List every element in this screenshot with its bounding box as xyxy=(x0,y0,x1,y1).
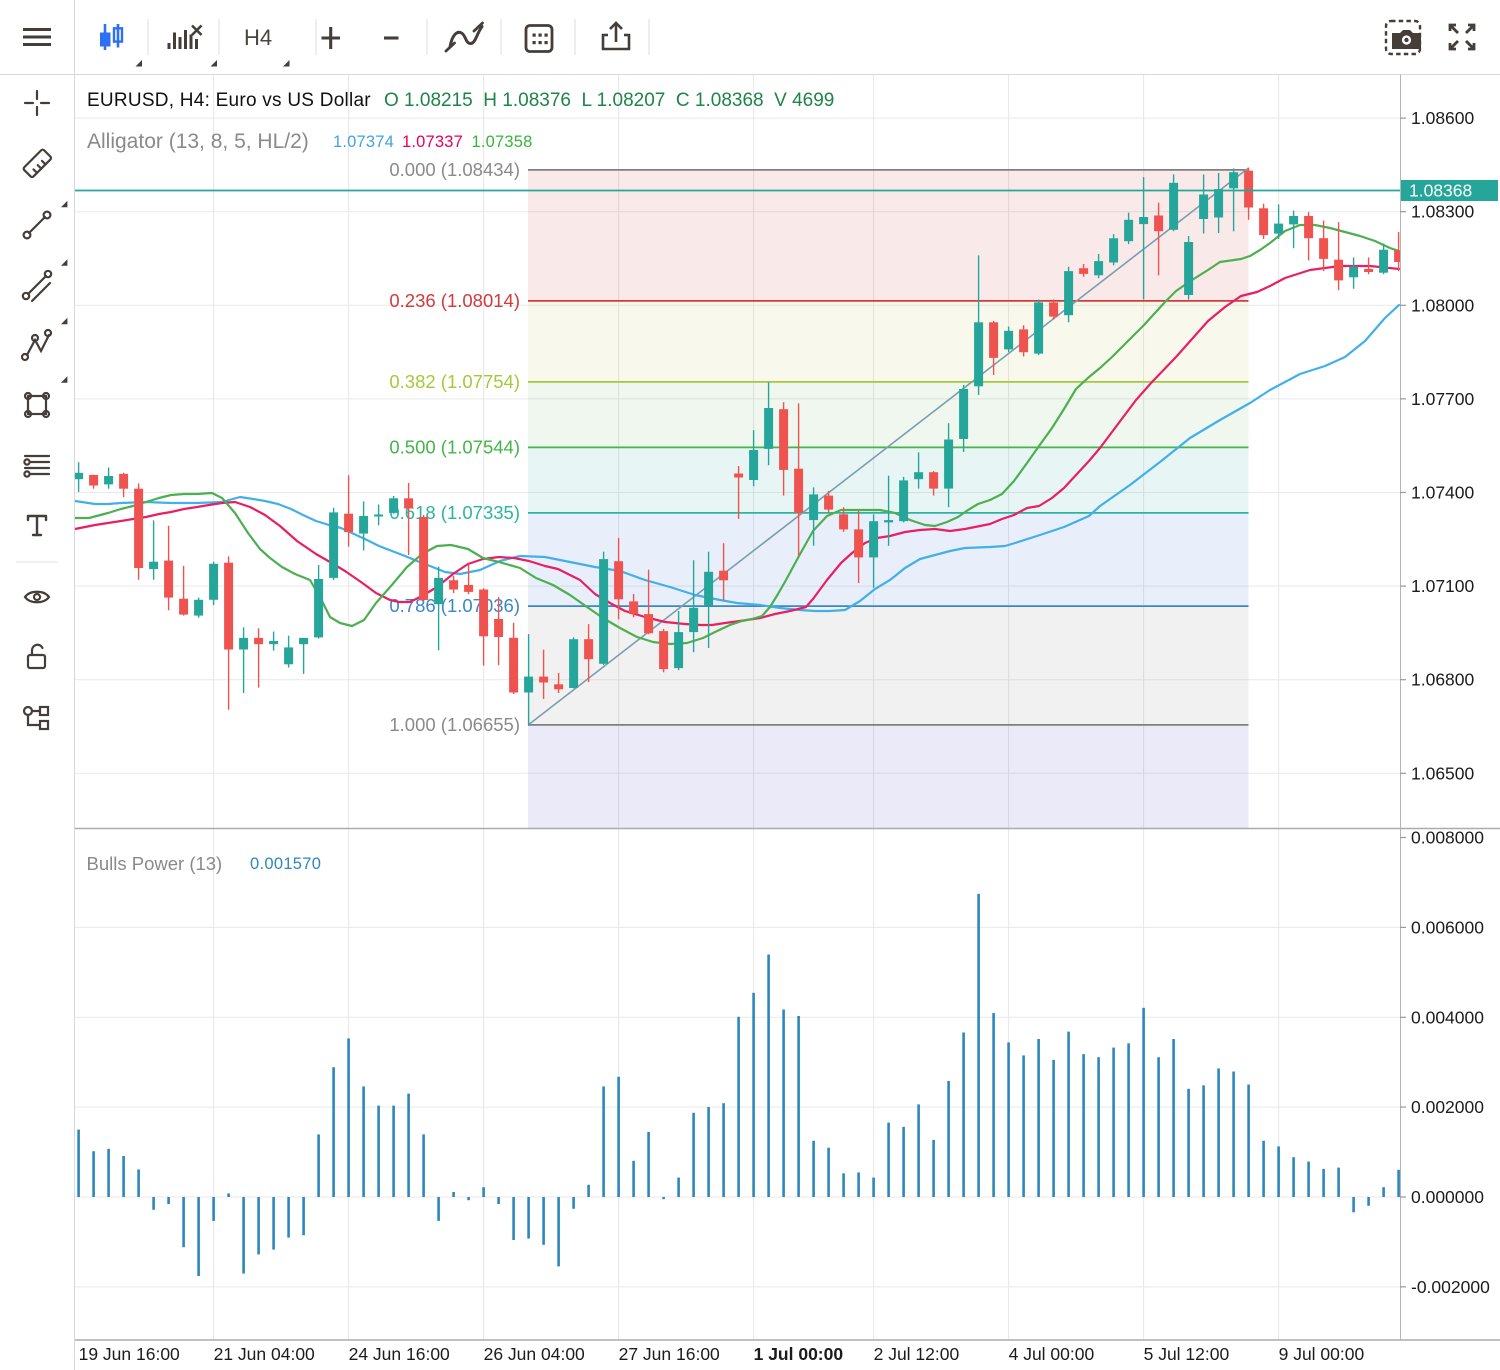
svg-text:0.002000: 0.002000 xyxy=(1411,1097,1484,1117)
svg-text:0.006000: 0.006000 xyxy=(1411,917,1484,937)
svg-text:H4: H4 xyxy=(244,25,272,50)
svg-text:0.500 (1.07544): 0.500 (1.07544) xyxy=(389,436,520,457)
svg-text:1.07100: 1.07100 xyxy=(1411,576,1475,596)
svg-text:2 Jul 12:00: 2 Jul 12:00 xyxy=(874,1344,960,1364)
svg-text:19 Jun 16:00: 19 Jun 16:00 xyxy=(79,1344,180,1364)
svg-text:0.236 (1.08014): 0.236 (1.08014) xyxy=(389,290,520,311)
svg-text:0.008000: 0.008000 xyxy=(1411,828,1484,848)
svg-text:Bulls Power (13): Bulls Power (13) xyxy=(87,853,223,874)
svg-text:5 Jul 12:00: 5 Jul 12:00 xyxy=(1144,1344,1230,1364)
svg-text:1.06800: 1.06800 xyxy=(1411,670,1475,690)
svg-text:0.000000: 0.000000 xyxy=(1411,1187,1484,1207)
svg-text:0.382 (1.07754): 0.382 (1.07754) xyxy=(389,371,520,392)
svg-text:O 1.08215 H 1.08376 L 1.0820: O 1.08215 H 1.08376 L 1.08207 C 1.08368 … xyxy=(384,90,834,111)
svg-text:1.08600: 1.08600 xyxy=(1411,108,1475,128)
svg-text:4 Jul 00:00: 4 Jul 00:00 xyxy=(1009,1344,1095,1364)
svg-text:21 Jun 04:00: 21 Jun 04:00 xyxy=(214,1344,315,1364)
svg-text:0.786 (1.07036): 0.786 (1.07036) xyxy=(389,595,520,616)
svg-text:9 Jul 00:00: 9 Jul 00:00 xyxy=(1279,1344,1365,1364)
svg-text:24 Jun 16:00: 24 Jun 16:00 xyxy=(349,1344,450,1364)
svg-text:-0.002000: -0.002000 xyxy=(1411,1277,1490,1297)
svg-text:1.06500: 1.06500 xyxy=(1411,763,1475,783)
svg-text:EURUSD, H4: Euro vs US Dollar: EURUSD, H4: Euro vs US Dollar xyxy=(87,90,371,111)
svg-text:1.08368: 1.08368 xyxy=(1409,181,1472,201)
svg-text:27 Jun 16:00: 27 Jun 16:00 xyxy=(619,1344,720,1364)
svg-text:Alligator (13, 8, 5, HL/2): Alligator (13, 8, 5, HL/2) xyxy=(87,130,309,153)
svg-text:1.07374: 1.07374 xyxy=(333,133,394,151)
svg-text:1.000 (1.06655): 1.000 (1.06655) xyxy=(389,714,520,735)
svg-text:0.004000: 0.004000 xyxy=(1411,1007,1484,1027)
svg-text:1 Jul 00:00: 1 Jul 00:00 xyxy=(754,1344,844,1364)
svg-text:1.07337: 1.07337 xyxy=(402,133,463,151)
svg-text:0.001570: 0.001570 xyxy=(250,855,321,873)
svg-text:0.000 (1.08434): 0.000 (1.08434) xyxy=(389,159,520,180)
svg-text:1.08000: 1.08000 xyxy=(1411,295,1475,315)
svg-text:1.07700: 1.07700 xyxy=(1411,389,1475,409)
svg-text:1.07358: 1.07358 xyxy=(472,133,533,151)
svg-text:26 Jun 04:00: 26 Jun 04:00 xyxy=(484,1344,585,1364)
svg-text:1.07400: 1.07400 xyxy=(1411,483,1475,503)
svg-text:1.08300: 1.08300 xyxy=(1411,202,1475,222)
